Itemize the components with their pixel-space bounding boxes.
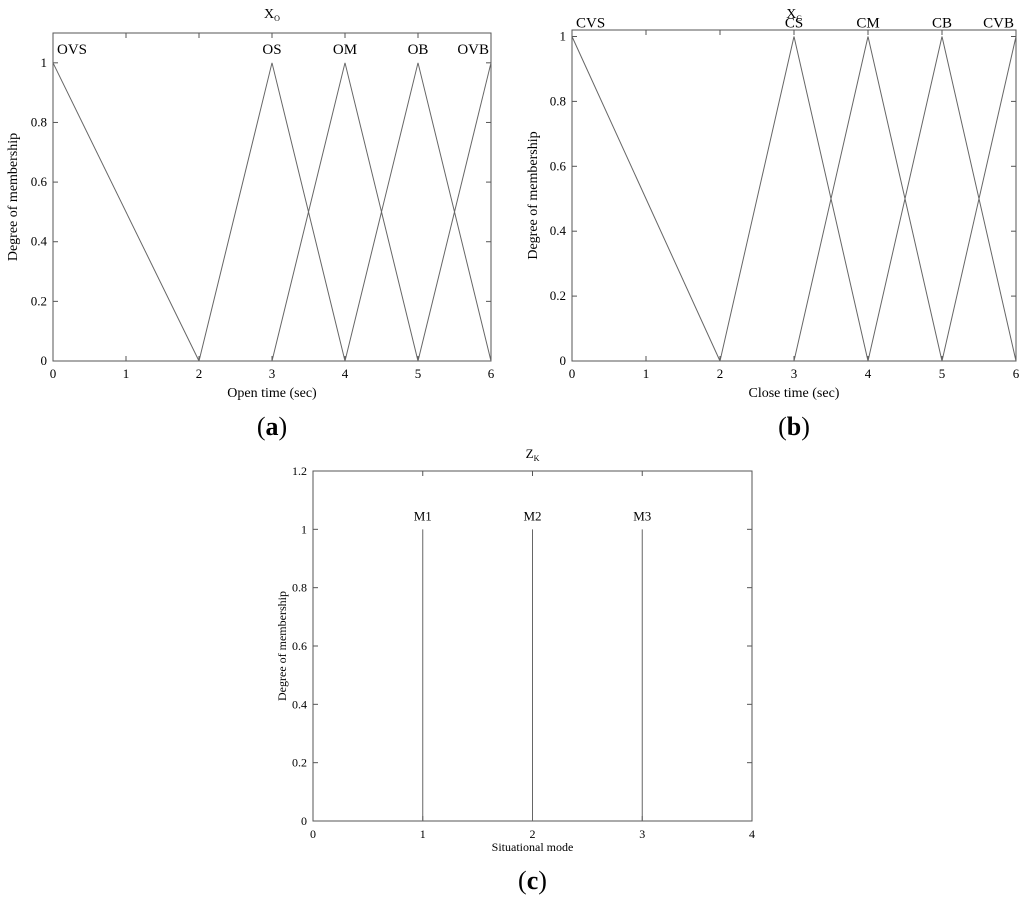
panel-label: (a) — [256, 412, 288, 441]
series-label: M2 — [523, 508, 541, 523]
x-tick-label: 2 — [717, 366, 724, 381]
series-label: CVB — [983, 15, 1014, 31]
x-tick-label: 0 — [50, 366, 57, 381]
series-label: CS — [785, 15, 803, 31]
x-tick-label: 3 — [639, 827, 645, 841]
series-line-cvb — [941, 36, 1017, 362]
y-tick-label: 1.2 — [292, 464, 307, 478]
y-axis-label: Degree of membership — [526, 131, 541, 259]
x-axis-label: Situational mode — [492, 840, 574, 854]
y-tick-label: 0.4 — [292, 697, 307, 711]
x-tick-label: 6 — [488, 366, 495, 381]
x-tick-label: 4 — [749, 827, 755, 841]
plot-area-frame — [571, 29, 1017, 362]
chart-panel-c: 0 1 2 3 4 0 0.2 0.4 0.6 0.8 1 1.2 M1 M2 M3 ZK Situationa… — [275, 446, 755, 854]
series-line-ob — [344, 62, 492, 362]
y-tick-label: 1 — [41, 55, 48, 70]
x-tick-label: 5 — [415, 366, 422, 381]
x-tick-label: 4 — [342, 366, 349, 381]
x-tick-label: 1 — [643, 366, 650, 381]
y-tick-label: 0 — [301, 814, 307, 828]
y-tick-label: 0.4 — [550, 223, 567, 238]
x-tick-label: 4 — [865, 366, 872, 381]
x-tick-label: 3 — [791, 366, 798, 381]
series-label: OS — [262, 42, 281, 58]
y-tick-label: 0.4 — [31, 234, 48, 249]
x-tick-label: 0 — [569, 366, 576, 381]
y-tick-label: 0.8 — [31, 114, 47, 129]
x-tick-label: 0 — [310, 827, 316, 841]
series-line-cm — [793, 36, 943, 362]
series-line-ovs — [52, 62, 200, 362]
series-label: OVB — [457, 42, 489, 58]
y-tick-label: 1 — [301, 522, 307, 536]
y-tick-label: 0 — [41, 353, 48, 368]
x-tick-label: 6 — [1013, 366, 1020, 381]
y-axis-label: Degree of membership — [275, 591, 289, 701]
series-label: OB — [408, 42, 429, 58]
panel-label: (c) — [518, 866, 547, 895]
x-tick-label: 2 — [196, 366, 203, 381]
y-axis-label: Degree of membership — [6, 133, 21, 261]
chart-panel-a: 0 1 2 3 4 5 6 0 0.2 0.4 0.6 0.8 1 OVS OS OM OB OVB XO Open … — [6, 7, 495, 401]
x-axis-label: Open time (sec) — [227, 386, 317, 401]
y-tick-label: 0.6 — [31, 174, 48, 189]
series-label: M1 — [414, 508, 432, 523]
series-line-cb — [867, 36, 1017, 362]
x-tick-label: 1 — [420, 827, 426, 841]
y-tick-label: 0.2 — [292, 756, 307, 770]
chart-panel-b: 0 1 2 3 4 5 6 0 0.2 0.4 0.6 0.8 1 CVS CS CM CB CVB XC Close… — [526, 7, 1020, 401]
y-tick-label: 0.2 — [550, 288, 566, 303]
series-label: M3 — [633, 508, 651, 523]
series-label: CM — [856, 15, 879, 31]
series-line-ovb — [417, 62, 492, 362]
y-tick-label: 0 — [560, 353, 567, 368]
series-line-cs — [719, 36, 869, 362]
y-tick-label: 0.2 — [31, 293, 47, 308]
panel-label: (b) — [778, 412, 810, 441]
x-tick-label: 3 — [269, 366, 276, 381]
series-line-om — [271, 62, 419, 362]
y-tick-label: 0.6 — [550, 158, 567, 173]
series-label: OM — [333, 42, 357, 58]
series-label: CB — [932, 15, 952, 31]
series-label: CVS — [576, 15, 605, 31]
y-tick-label: 0.8 — [292, 581, 307, 595]
y-tick-label: 0.6 — [292, 639, 307, 653]
y-tick-label: 0.8 — [550, 93, 566, 108]
x-tick-label: 1 — [123, 366, 130, 381]
series-label: OVS — [57, 42, 87, 58]
series-line-cvs — [571, 36, 721, 362]
chart-title: XO — [264, 7, 280, 23]
chart-title: XC — [786, 7, 801, 23]
series-line-os — [198, 62, 346, 362]
x-tick-label: 5 — [939, 366, 946, 381]
chart-title: ZK — [526, 446, 540, 463]
x-axis-label: Close time (sec) — [749, 386, 840, 401]
y-tick-label: 1 — [560, 28, 567, 43]
x-tick-label: 2 — [530, 827, 536, 841]
